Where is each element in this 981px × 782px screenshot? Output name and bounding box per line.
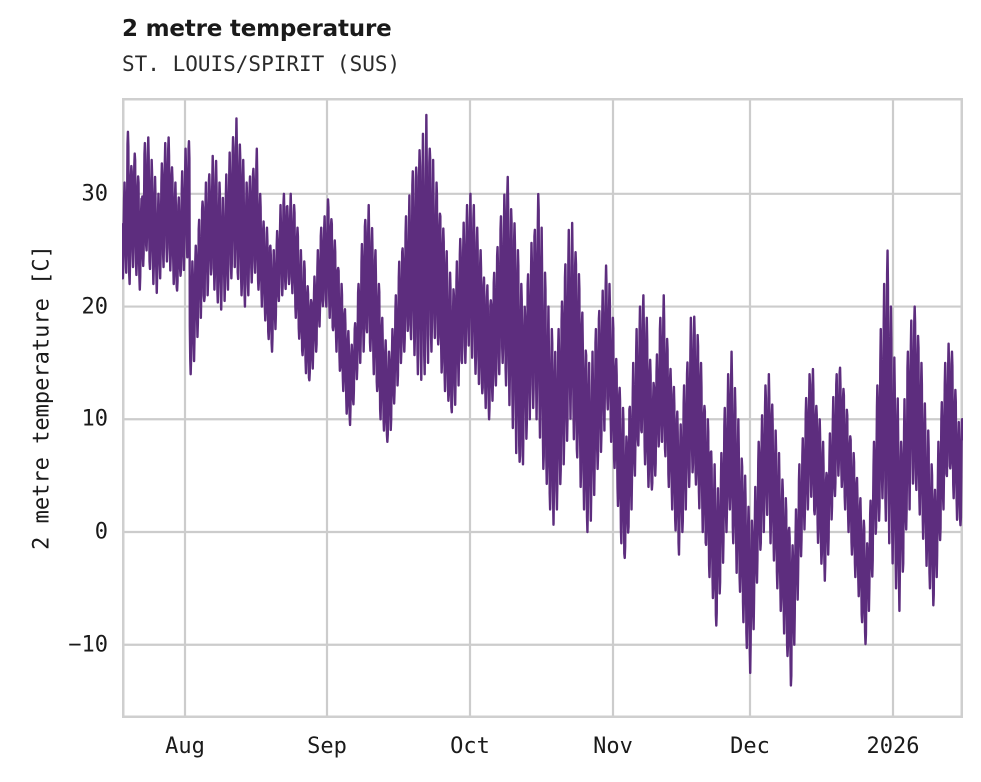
plot-area [122,98,963,718]
x-axis-ticks: Aug Sep Oct Nov Dec 2026 [122,718,963,778]
x-tick-label: Oct [450,734,490,759]
y-axis-ticks: 30 20 10 0 −10 [0,98,122,718]
temperature-line-chart [122,98,963,718]
x-tick-label: Aug [165,734,205,759]
series-layer [122,113,963,687]
y-tick-label: 0 [94,519,108,545]
chart-subtitle: ST. LOUIS/SPIRIT (SUS) [122,52,401,76]
x-tick-label: 2026 [866,734,920,759]
x-tick-label: Nov [593,734,633,759]
x-tick-label: Sep [307,734,347,759]
axes-frame [122,98,963,718]
x-tick-label: Dec [730,734,770,759]
y-tick-label: 30 [81,181,109,207]
y-tick-label: 10 [81,406,109,432]
chart-title: 2 metre temperature [122,16,392,42]
y-tick-label: −10 [68,632,108,658]
y-tick-label: 20 [81,294,109,320]
